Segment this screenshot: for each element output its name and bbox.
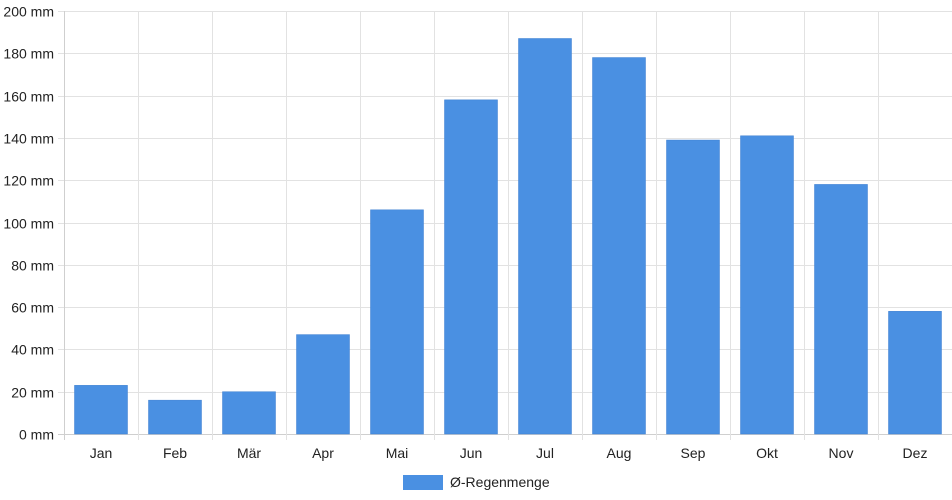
- legend[interactable]: Ø-Regenmenge: [403, 474, 550, 490]
- x-tick-label: Aug: [607, 445, 632, 461]
- x-tick-label: Dez: [903, 445, 928, 461]
- y-tick-label: 160 mm: [3, 89, 54, 105]
- x-tick-label: Okt: [756, 445, 778, 461]
- y-tick-label: 200 mm: [3, 4, 54, 20]
- legend-label[interactable]: Ø-Regenmenge: [450, 474, 550, 490]
- bar-jul[interactable]: [518, 38, 572, 435]
- bar-mär[interactable]: [222, 391, 276, 435]
- y-tick-label: 0 mm: [19, 427, 54, 443]
- bars: [74, 38, 942, 435]
- x-tick-label: Jul: [536, 445, 554, 461]
- bar-feb[interactable]: [148, 399, 202, 435]
- bar-mai[interactable]: [370, 209, 424, 435]
- y-tick-label: 60 mm: [11, 300, 54, 316]
- x-tick-label: Apr: [312, 445, 334, 461]
- y-tick-label: 100 mm: [3, 216, 54, 232]
- x-axis-labels: Jan Feb Mär Apr Mai Jun Jul Aug Sep Okt Nov Dez: [90, 445, 928, 461]
- y-tick-label: 180 mm: [3, 46, 54, 62]
- x-tick-label: Mär: [237, 445, 261, 461]
- y-tick-label: 80 mm: [11, 258, 54, 274]
- bar-jun[interactable]: [444, 99, 498, 435]
- grid: [58, 11, 952, 440]
- x-tick-label: Mai: [386, 445, 409, 461]
- x-tick-label: Jun: [460, 445, 483, 461]
- y-tick-label: 20 mm: [11, 385, 54, 401]
- y-tick-label: 40 mm: [11, 342, 54, 358]
- x-tick-label: Jan: [90, 445, 113, 461]
- x-tick-label: Feb: [163, 445, 187, 461]
- y-tick-label: 140 mm: [3, 131, 54, 147]
- bar-dez[interactable]: [888, 311, 942, 435]
- y-axis-labels: 0 mm 20 mm 40 mm 60 mm 80 mm 100 mm 120 mm 140 …: [3, 4, 54, 443]
- bar-okt[interactable]: [740, 135, 794, 435]
- bar-nov[interactable]: [814, 184, 868, 435]
- x-tick-label: Sep: [681, 445, 706, 461]
- bar-sep[interactable]: [666, 139, 720, 435]
- legend-swatch[interactable]: [403, 475, 443, 490]
- bar-jan[interactable]: [74, 385, 128, 435]
- bar-apr[interactable]: [296, 334, 350, 435]
- y-tick-label: 120 mm: [3, 173, 54, 189]
- x-tick-label: Nov: [829, 445, 854, 461]
- bar-aug[interactable]: [592, 57, 646, 435]
